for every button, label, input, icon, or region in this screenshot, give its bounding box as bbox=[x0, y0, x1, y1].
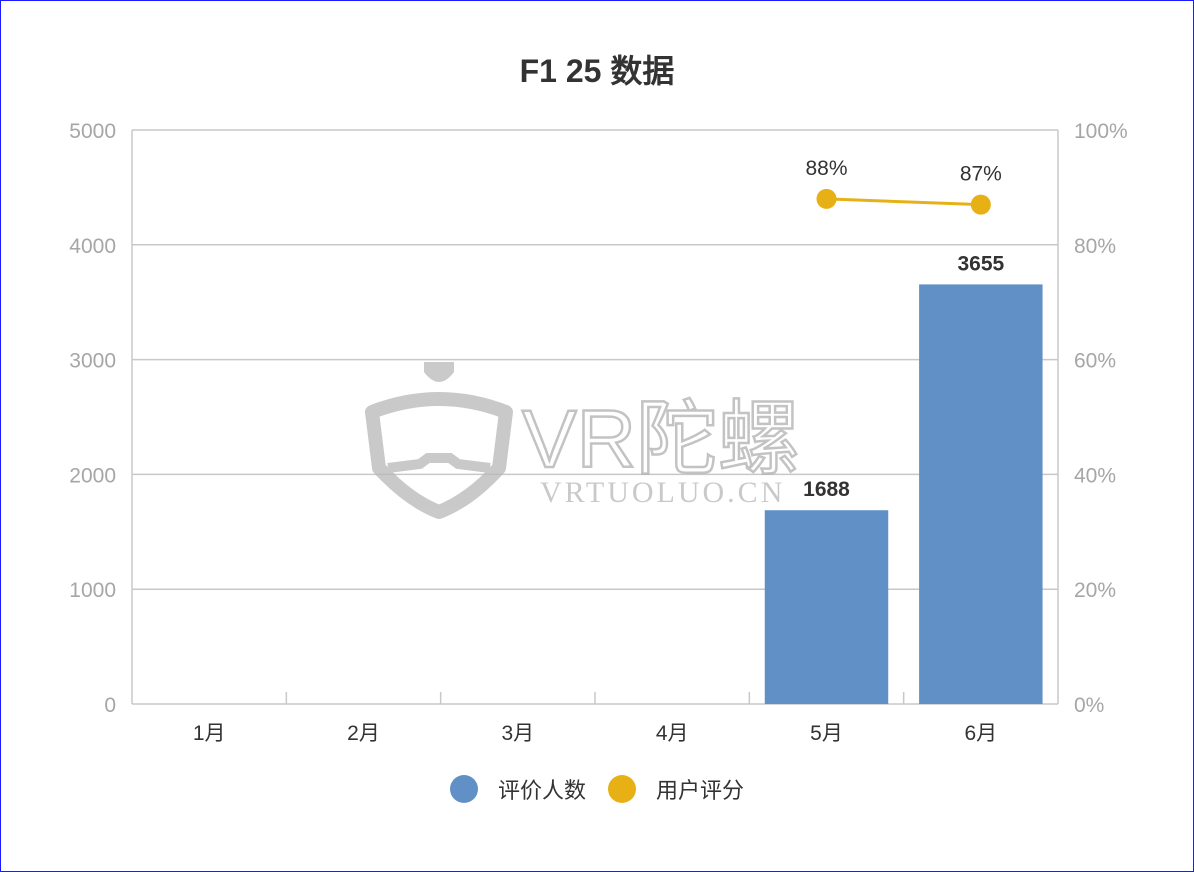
y-left-tick-label: 4000 bbox=[69, 235, 116, 258]
y-right-tick-label: 100% bbox=[1074, 120, 1128, 143]
legend-item-rating[interactable]: 用户评分 bbox=[608, 773, 744, 805]
line-series bbox=[826, 197, 981, 207]
x-tick-label: 4月 bbox=[656, 722, 689, 745]
legend-swatch-reviews bbox=[449, 775, 478, 803]
legend-label-rating: 用户评分 bbox=[656, 778, 745, 803]
bar bbox=[919, 284, 1043, 704]
y-right-tick-label: 40% bbox=[1074, 464, 1116, 487]
watermark-text: VR陀螺 bbox=[522, 394, 800, 485]
legend: 评价人数 用户评分 bbox=[0, 773, 1194, 805]
legend-label-reviews: 评价人数 bbox=[497, 778, 586, 803]
x-tick-label: 1月 bbox=[193, 722, 226, 745]
x-tick-label: 6月 bbox=[964, 722, 997, 745]
legend-swatch-rating bbox=[608, 775, 636, 803]
line-data-label: 88% bbox=[805, 157, 847, 180]
x-tick-label: 5月 bbox=[810, 722, 843, 745]
y-right-tick-label: 80% bbox=[1074, 235, 1116, 258]
line-point bbox=[816, 188, 837, 209]
watermark-logo-visor bbox=[387, 453, 491, 473]
bar-data-label: 1688 bbox=[803, 478, 850, 501]
legend-item-reviews[interactable]: 评价人数 bbox=[449, 773, 586, 805]
x-tick-label: 3月 bbox=[501, 722, 534, 745]
bar bbox=[764, 510, 889, 704]
line-data-label: 87% bbox=[960, 163, 1002, 186]
y-left-tick-label: 5000 bbox=[69, 120, 116, 143]
watermark-logo-shield bbox=[365, 392, 513, 519]
y-right-tick-label: 60% bbox=[1074, 350, 1116, 373]
line-point bbox=[970, 194, 991, 215]
y-left-tick-label: 2000 bbox=[69, 464, 116, 487]
bar-data-label: 3655 bbox=[957, 252, 1004, 275]
y-left-tick-label: 3000 bbox=[69, 350, 116, 373]
watermark-logo-top bbox=[424, 362, 454, 382]
chart-title: F1 25 数据 bbox=[519, 53, 675, 89]
y-left-tick-label: 0 bbox=[104, 694, 116, 717]
watermark-subtext: VRTUOLUO.CN bbox=[540, 476, 785, 509]
y-right-tick-label: 0% bbox=[1074, 694, 1104, 717]
y-left-tick-label: 1000 bbox=[69, 579, 116, 602]
x-tick-label: 2月 bbox=[347, 722, 380, 745]
y-right-tick-label: 20% bbox=[1074, 579, 1116, 602]
